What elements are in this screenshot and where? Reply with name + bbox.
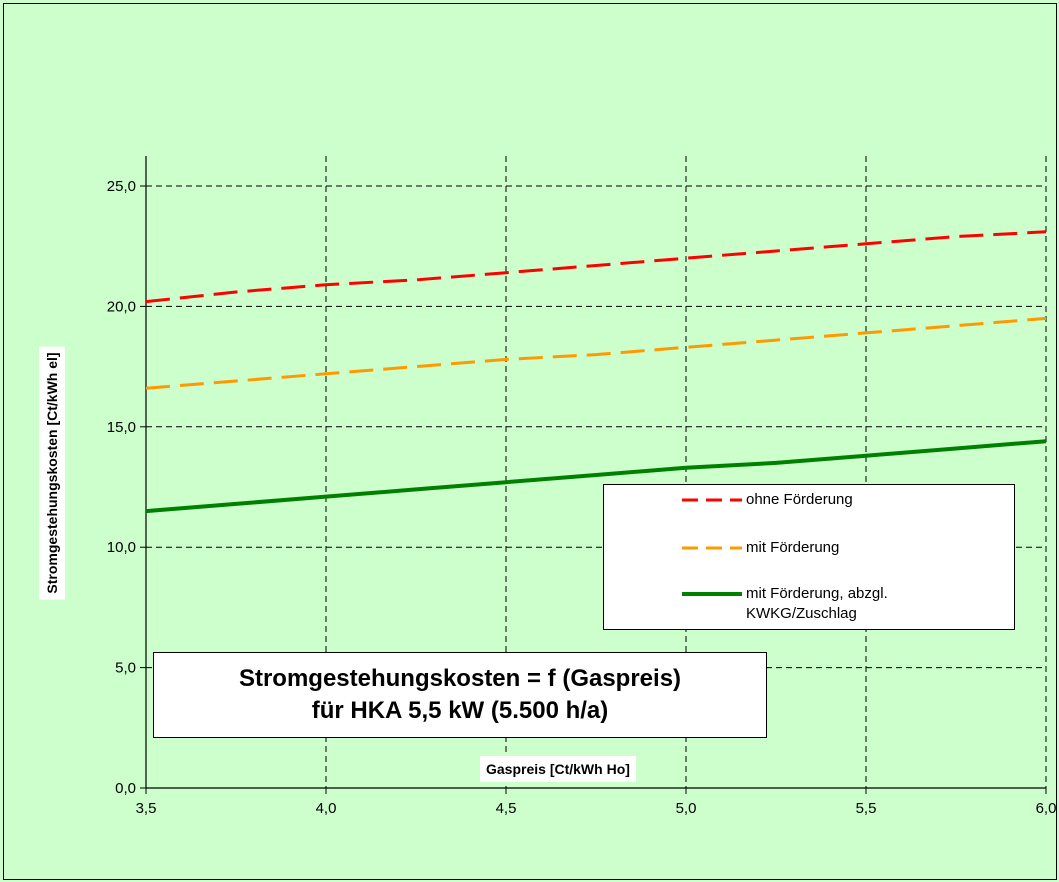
x-tick-label-0: 3,5 bbox=[136, 800, 157, 817]
x-tick-label-3: 5,0 bbox=[676, 800, 697, 817]
x-axis-title: Gaspreis [Ct/kWh Ho] bbox=[480, 756, 636, 782]
y-tick-label-5: 25,0 bbox=[107, 178, 136, 195]
legend-label-mit-foerderung-kwkg-line2: KWKG/Zuschlag bbox=[746, 605, 857, 622]
legend: ohne Förderung mit Förderung mit Förderu… bbox=[603, 484, 1015, 630]
y-axis-title-container: Stromgestehungskosten [Ct/kWh el] bbox=[38, 298, 66, 648]
y-tick-label-0: 0,0 bbox=[115, 780, 136, 797]
series-line-0 bbox=[145, 230, 1047, 304]
legend-swatch-ohne-foerderung bbox=[682, 498, 742, 502]
y-tick-label-2: 10,0 bbox=[107, 539, 136, 556]
x-tick-label-5: 6,0 bbox=[1036, 800, 1057, 817]
y-tick-label-4: 20,0 bbox=[107, 298, 136, 315]
legend-swatch-mit-foerderung bbox=[682, 546, 742, 550]
legend-label-mit-foerderung: mit Förderung bbox=[746, 539, 840, 556]
x-tick-label-2: 4,5 bbox=[496, 800, 517, 817]
x-tick-label-1: 4,0 bbox=[316, 800, 337, 817]
legend-label-mit-foerderung-kwkg-line1: mit Förderung, abzgl. bbox=[746, 585, 888, 602]
chart-title-line1: Stromgestehungskosten = f (Gaspreis) bbox=[238, 665, 682, 692]
y-axis-title: Stromgestehungskosten [Ct/kWh el] bbox=[39, 346, 65, 600]
legend-label-ohne-foerderung: ohne Förderung bbox=[746, 491, 853, 508]
x-tick-label-4: 5,5 bbox=[856, 800, 877, 817]
y-tick-label-3: 15,0 bbox=[107, 419, 136, 436]
y-tick-label-1: 5,0 bbox=[115, 660, 136, 677]
legend-swatch-mit-foerderung-kwkg bbox=[682, 592, 742, 596]
chart-title-box: Stromgestehungskosten = f (Gaspreis) für… bbox=[153, 652, 767, 738]
series-line-1 bbox=[145, 316, 1047, 390]
chart-title-line2: für HKA 5,5 kW (5.500 h/a) bbox=[311, 697, 609, 724]
series-line-2 bbox=[145, 439, 1047, 514]
